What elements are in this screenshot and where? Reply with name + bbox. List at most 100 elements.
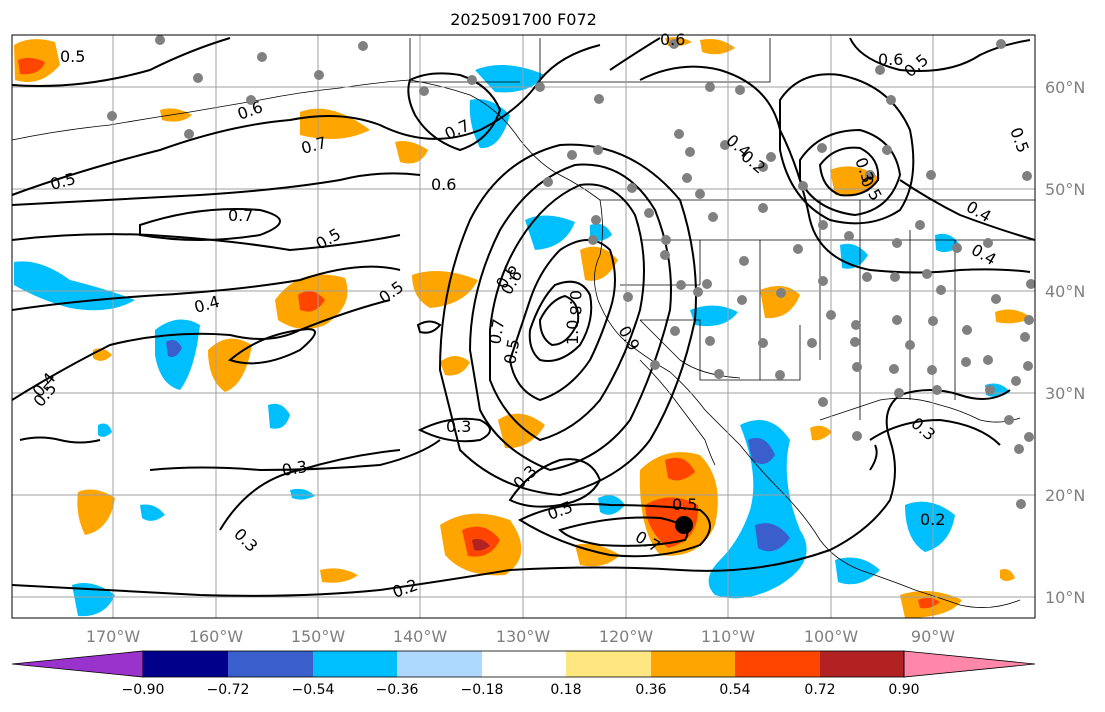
- colorbar-tick-label: −0.72: [206, 682, 250, 698]
- lon-label: 170°W: [85, 627, 141, 646]
- colorbar-tick-label: 0.36: [635, 682, 667, 698]
- contour-label: 0.2: [390, 575, 420, 602]
- lat-label: 50°N: [1045, 180, 1086, 199]
- colorbar-bin: [228, 651, 313, 677]
- anomaly-positive-area: [498, 413, 545, 449]
- anomaly-negative-core: [748, 437, 775, 464]
- anomaly-positive-core: [665, 457, 695, 481]
- contour-label: 0.3: [509, 461, 540, 492]
- contour-label: 0.5: [672, 495, 697, 514]
- colorbar-bin: [397, 651, 482, 677]
- lat-label: 10°N: [1045, 588, 1086, 607]
- lon-label: 160°W: [188, 627, 244, 646]
- anomaly-negative-area: [155, 319, 200, 390]
- anomaly-negative-area: [835, 557, 880, 585]
- anomaly-negative-area: [905, 501, 955, 552]
- contour-label: 0.7: [228, 206, 253, 225]
- colorbar-tick-label: 0.72: [804, 682, 836, 698]
- lat-label: 30°N: [1045, 384, 1086, 403]
- map-frame: [11, 34, 1036, 619]
- anomaly-positive-area: [77, 489, 115, 535]
- anomaly-negative-area: [708, 420, 807, 599]
- anomaly-positive-core: [918, 597, 940, 609]
- contour-label: 0.8: [566, 290, 585, 315]
- anomaly-positive-area: [580, 246, 618, 281]
- colorbar-bin: [651, 651, 735, 677]
- anomaly-positive-area: [300, 108, 370, 139]
- lat-label: 20°N: [1045, 486, 1086, 505]
- anomaly-negative-area: [690, 305, 738, 327]
- anomaly-positive-area: [700, 39, 735, 55]
- contour-label: 1.0: [563, 320, 582, 345]
- anomaly-positive-area: [810, 425, 832, 441]
- anomaly-negative-area: [290, 488, 315, 500]
- contour-label: 0.7: [442, 116, 473, 144]
- contour-label: 0.4: [968, 240, 1000, 269]
- lon-label: 150°W: [290, 627, 346, 646]
- anomaly-positive-area: [412, 271, 478, 308]
- contour-label: 0.9: [615, 323, 644, 355]
- anomaly-negative-core: [755, 523, 790, 552]
- anomaly-negative-area: [525, 215, 575, 250]
- colorbar-bin: [313, 651, 397, 677]
- anomaly-negative-area: [268, 403, 290, 429]
- storm-center-marker: [675, 516, 693, 534]
- anomaly-positive-area: [1000, 569, 1015, 581]
- colorbar-tick-label: −0.90: [121, 682, 165, 698]
- colorbar-frame: [142, 650, 905, 678]
- contour-label: 0.6: [235, 97, 265, 124]
- anomaly-negative-area: [475, 65, 545, 93]
- lat-label: 40°N: [1045, 282, 1086, 301]
- anomaly-positive-area: [208, 338, 252, 392]
- contour-label: 0.5: [48, 169, 78, 194]
- contour-label: 0.5: [1006, 125, 1033, 155]
- contour-label: 0.3: [907, 414, 939, 445]
- contour-label: 0.4: [963, 197, 995, 226]
- anomaly-negative-area: [140, 504, 165, 521]
- contour-label: 0.6: [878, 50, 903, 69]
- colorbar-tick-label: −0.18: [460, 682, 504, 698]
- lon-label: 130°W: [495, 627, 551, 646]
- anomaly-negative-area: [72, 582, 115, 617]
- lat-label: 60°N: [1045, 78, 1086, 97]
- anomaly-negative-area: [14, 261, 135, 311]
- contour-label: 0.3: [280, 457, 308, 480]
- colorbar-bin: [735, 651, 820, 677]
- anomaly-negative-area: [98, 423, 112, 437]
- contour-label: 0.3: [230, 524, 261, 555]
- contour-label: 0.7: [299, 133, 329, 158]
- contour-label: 0.5: [313, 224, 345, 253]
- colorbar-high-extension: [903, 650, 1036, 678]
- anomaly-positive-core: [18, 57, 45, 75]
- anomaly-positive-core: [472, 538, 490, 551]
- contour-label: 0.7: [485, 317, 508, 345]
- colorbar-tick-label: 0.54: [719, 682, 751, 698]
- colorbar-bin: [143, 651, 228, 677]
- anomaly-positive-core: [645, 497, 699, 548]
- lon-label: 110°W: [700, 627, 756, 646]
- anomaly-positive-area: [995, 309, 1032, 324]
- lon-label: 90°W: [910, 627, 956, 646]
- lon-label: 140°W: [392, 627, 448, 646]
- colorbar-tick-label: −0.36: [375, 682, 419, 698]
- contour-label: 0.6: [431, 175, 456, 194]
- anomaly-negative-core: [166, 340, 182, 357]
- colorbar: [11, 650, 1036, 678]
- contour-label: 0.5: [545, 497, 575, 524]
- contour-label: 0.6: [660, 30, 685, 49]
- colorbar-bin: [566, 651, 651, 677]
- anomaly-positive-area: [320, 568, 358, 583]
- colorbar-low-extension: [11, 650, 144, 678]
- anomaly-positive-area: [440, 356, 470, 376]
- colorbar-tick-label: 0.18: [550, 682, 582, 698]
- map-title: 2025091700 F072: [450, 10, 597, 29]
- anomaly-positive-area: [93, 348, 112, 361]
- colorbar-tick-label: 0.90: [888, 682, 920, 698]
- anomaly-positive-area: [760, 286, 800, 319]
- contour-label: 0.3: [446, 417, 471, 436]
- colorbar-bin: [482, 651, 566, 677]
- lon-label: 100°W: [803, 627, 859, 646]
- anomaly-negative-area: [469, 99, 510, 149]
- anomaly-positive-area: [160, 108, 192, 122]
